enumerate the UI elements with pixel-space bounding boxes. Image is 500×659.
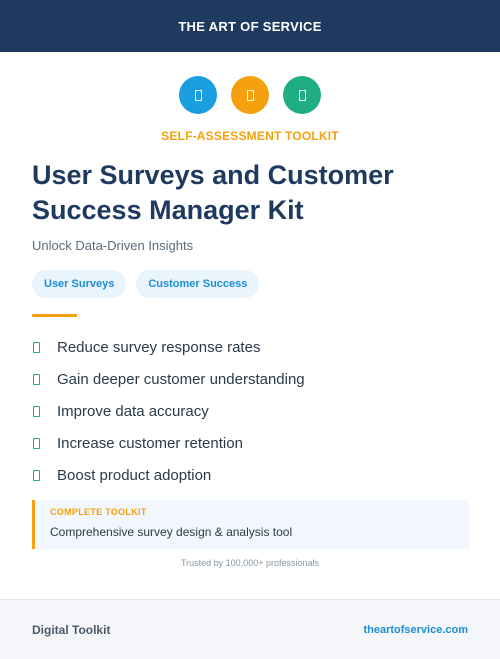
title-line-2: Success Manager Kit: [32, 195, 304, 225]
check-icon: [33, 341, 40, 353]
benefit-item: Reduce survey response rates: [32, 331, 305, 363]
benefit-item: Improve data accuracy: [32, 395, 305, 427]
tag-user-surveys[interactable]: User Surveys: [32, 270, 127, 298]
website-link[interactable]: theartofservice.com: [363, 623, 468, 636]
benefit-text: Reduce survey response rates: [57, 338, 261, 356]
icon-row: [0, 76, 500, 114]
benefit-item: Boost product adoption: [32, 459, 305, 491]
callout-text: Comprehensive survey design & analysis t…: [50, 525, 293, 539]
document-icon: [246, 89, 254, 101]
feature-circle-orange: [231, 76, 269, 114]
feature-circle-blue: [179, 76, 217, 114]
title-line-1: User Surveys and Customer: [32, 160, 394, 190]
feature-circle-green: [283, 76, 321, 114]
document-icon: [298, 89, 306, 101]
document-icon: [194, 89, 202, 101]
check-icon: [33, 437, 40, 449]
benefit-item: Increase customer retention: [32, 427, 305, 459]
eyebrow-label: SELF-ASSESSMENT TOOLKIT: [161, 129, 339, 143]
benefit-list: Reduce survey response rates Gain deeper…: [32, 331, 305, 491]
benefit-text: Boost product adoption: [57, 466, 212, 484]
tag-list: User Surveys Customer Success: [32, 270, 260, 298]
check-icon: [33, 469, 40, 481]
brand-name: THE ART OF SERVICE: [178, 18, 322, 34]
accent-divider: [32, 314, 77, 317]
tag-customer-success[interactable]: Customer Success: [136, 270, 260, 298]
subtitle: Unlock Data-Driven Insights: [32, 238, 194, 253]
toolkit-callout: COMPLETE TOOLKIT Comprehensive survey de…: [32, 500, 469, 549]
brand-header: THE ART OF SERVICE: [0, 0, 500, 52]
trust-note: Trusted by 100,000+ professionals: [180, 558, 319, 568]
footer-label: Digital Toolkit: [32, 622, 111, 637]
page-title: User Surveys and Customer Success Manage…: [32, 158, 472, 228]
benefit-text: Improve data accuracy: [57, 402, 209, 420]
callout-label: COMPLETE TOOLKIT: [50, 507, 147, 517]
check-icon: [33, 373, 40, 385]
check-icon: [33, 405, 40, 417]
benefit-text: Increase customer retention: [57, 434, 243, 452]
footer: Digital Toolkit theartofservice.com: [0, 599, 500, 659]
benefit-text: Gain deeper customer understanding: [57, 370, 305, 388]
benefit-item: Gain deeper customer understanding: [32, 363, 305, 395]
